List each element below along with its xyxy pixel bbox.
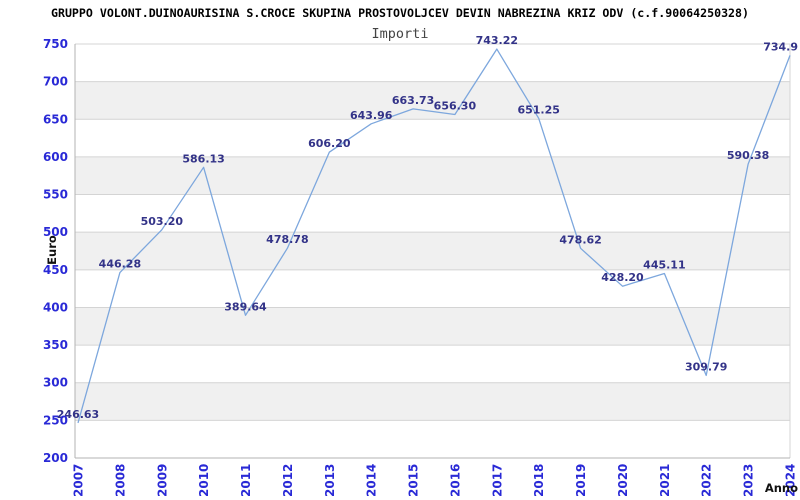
- x-tick-label: 2013: [323, 464, 337, 497]
- data-point-label: 734.9: [763, 40, 798, 53]
- data-point-label: 503.20: [141, 215, 184, 228]
- x-tick-label: 2017: [490, 464, 504, 497]
- y-tick-label: 750: [43, 37, 68, 51]
- x-tick-label: 2010: [197, 464, 211, 497]
- data-point-label: 428.20: [601, 271, 644, 284]
- y-tick-label: 700: [43, 75, 68, 89]
- y-tick-label: 200: [43, 451, 68, 465]
- y-tick-label: 650: [43, 112, 68, 126]
- y-tick-label: 350: [43, 338, 68, 352]
- plot-band: [75, 232, 790, 270]
- x-tick-label: 2015: [407, 464, 421, 497]
- y-tick-label: 500: [43, 225, 68, 239]
- data-point-label: 651.25: [517, 103, 559, 116]
- y-axis-title-euro: Euro: [45, 235, 59, 265]
- x-tick-label: 2024: [784, 464, 798, 497]
- data-point-label: 656.30: [434, 100, 477, 113]
- x-tick-label: 2016: [448, 464, 462, 497]
- y-tick-label: 250: [43, 413, 68, 427]
- x-tick-label: 2008: [113, 464, 127, 497]
- y-tick-label: 300: [43, 376, 68, 390]
- data-point-label: 478.78: [266, 233, 308, 246]
- plot-band: [75, 156, 790, 195]
- x-axis-title-anno: Anno: [764, 481, 798, 495]
- plot-band: [75, 307, 790, 346]
- data-point-label: 445.11: [643, 259, 685, 272]
- x-tick-label: 2019: [574, 464, 588, 497]
- data-point-label: 643.96: [350, 109, 393, 122]
- plot-band: [75, 382, 790, 421]
- y-tick-label: 450: [43, 263, 68, 277]
- data-point-label: 663.73: [392, 94, 434, 107]
- data-point-label: 586.13: [182, 152, 224, 165]
- plot-band: [75, 81, 790, 120]
- x-tick-label: 2014: [365, 464, 379, 497]
- data-point-label: 590.38: [727, 149, 769, 162]
- x-tick-label: 2022: [700, 464, 714, 497]
- data-line: [77, 48, 791, 424]
- data-point-label: 246.63: [57, 408, 99, 421]
- chart-title: GRUPPO VOLONT.DUINOAURISINA S.CROCE SKUP…: [50, 6, 749, 20]
- x-tick-label: 2007: [72, 464, 86, 497]
- x-tick-label: 2023: [742, 464, 756, 497]
- y-tick-label: 600: [43, 150, 68, 164]
- x-tick-label: 2020: [616, 464, 630, 497]
- x-tick-label: 2011: [239, 464, 253, 497]
- y-tick-label: 550: [43, 188, 68, 202]
- data-point-label: 478.62: [559, 233, 601, 246]
- y-tick-label: 400: [43, 301, 68, 315]
- x-tick-label: 2021: [658, 464, 672, 497]
- data-point-label: 389.64: [224, 300, 267, 313]
- x-tick-label: 2009: [155, 464, 169, 497]
- data-point-label: 309.79: [685, 360, 727, 373]
- data-point-label: 743.22: [476, 34, 518, 47]
- x-tick-label: 2012: [281, 464, 295, 497]
- chart-subtitle: Importi: [371, 26, 429, 42]
- data-point-label: 446.28: [99, 258, 141, 271]
- data-point-label: 606.20: [308, 137, 351, 150]
- x-tick-label: 2018: [532, 464, 546, 497]
